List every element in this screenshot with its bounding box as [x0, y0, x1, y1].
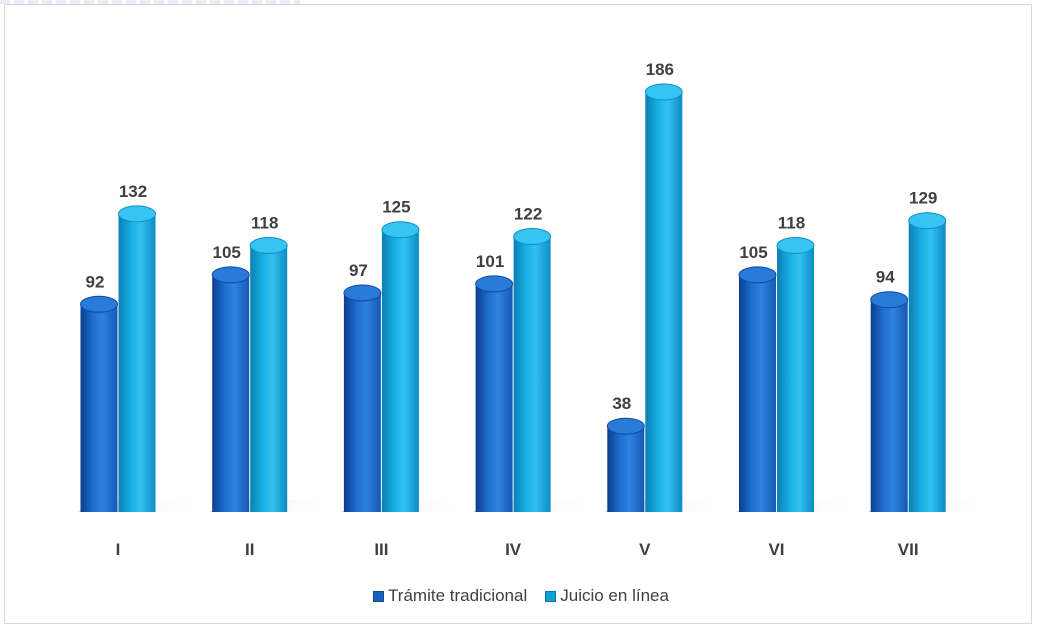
bar-cap [475, 275, 514, 293]
x-tick-label: III [374, 540, 388, 559]
bar [777, 245, 814, 512]
bar-cap [343, 284, 382, 302]
data-label: 94 [876, 268, 895, 287]
bar-cap [381, 221, 420, 239]
bar-cap [513, 228, 552, 246]
data-label: 92 [86, 272, 105, 291]
data-label: 125 [382, 198, 410, 217]
bar [513, 236, 551, 513]
x-tick-label: VII [898, 540, 919, 559]
data-label: 97 [349, 261, 368, 280]
bar [607, 426, 645, 512]
legend-item-tramite: Trámite tradicional [373, 586, 527, 606]
bar [212, 274, 250, 512]
x-tick-label: V [639, 540, 651, 559]
data-label: 186 [646, 60, 674, 79]
bar [118, 213, 156, 512]
bar-cap [211, 266, 250, 284]
x-tick-label: I [116, 540, 121, 559]
bar-cap [118, 205, 156, 223]
data-label: 122 [514, 205, 542, 224]
legend-swatch-juicio [545, 590, 557, 602]
bar-cap [606, 417, 645, 435]
bar-cap [870, 291, 909, 309]
bar-cap [644, 83, 683, 101]
x-tick-label: II [245, 540, 254, 559]
legend-swatch-tramite [373, 590, 385, 602]
x-tick-label: IV [505, 540, 522, 559]
bar-cap [738, 266, 777, 284]
bar-cap [249, 237, 288, 255]
bar-cap [776, 237, 815, 255]
data-label: 129 [909, 189, 937, 208]
bar [343, 292, 381, 512]
legend-label-tramite: Trámite tradicional [388, 586, 528, 605]
decorative-strip [0, 0, 300, 4]
data-label: 101 [476, 252, 504, 271]
bar [80, 304, 118, 512]
data-label: 118 [251, 214, 278, 233]
bar-cap [908, 212, 947, 230]
x-tick-label: VI [768, 540, 784, 559]
bar [381, 229, 419, 512]
bar-cap [80, 295, 118, 313]
legend-item-juicio: Juicio en línea [545, 586, 669, 606]
bar [739, 274, 776, 512]
data-label: 118 [778, 214, 805, 233]
bar [645, 92, 683, 512]
data-label: 132 [119, 182, 147, 201]
bar [908, 220, 946, 513]
legend-label-juicio: Juicio en línea [560, 586, 669, 605]
data-label: 105 [213, 243, 241, 262]
data-label: 38 [612, 394, 631, 413]
bar [870, 299, 908, 512]
bar [250, 245, 288, 512]
bar [475, 283, 513, 512]
data-label: 105 [739, 243, 767, 262]
chart-legend: Trámite tradicional Juicio en línea [0, 586, 1042, 606]
